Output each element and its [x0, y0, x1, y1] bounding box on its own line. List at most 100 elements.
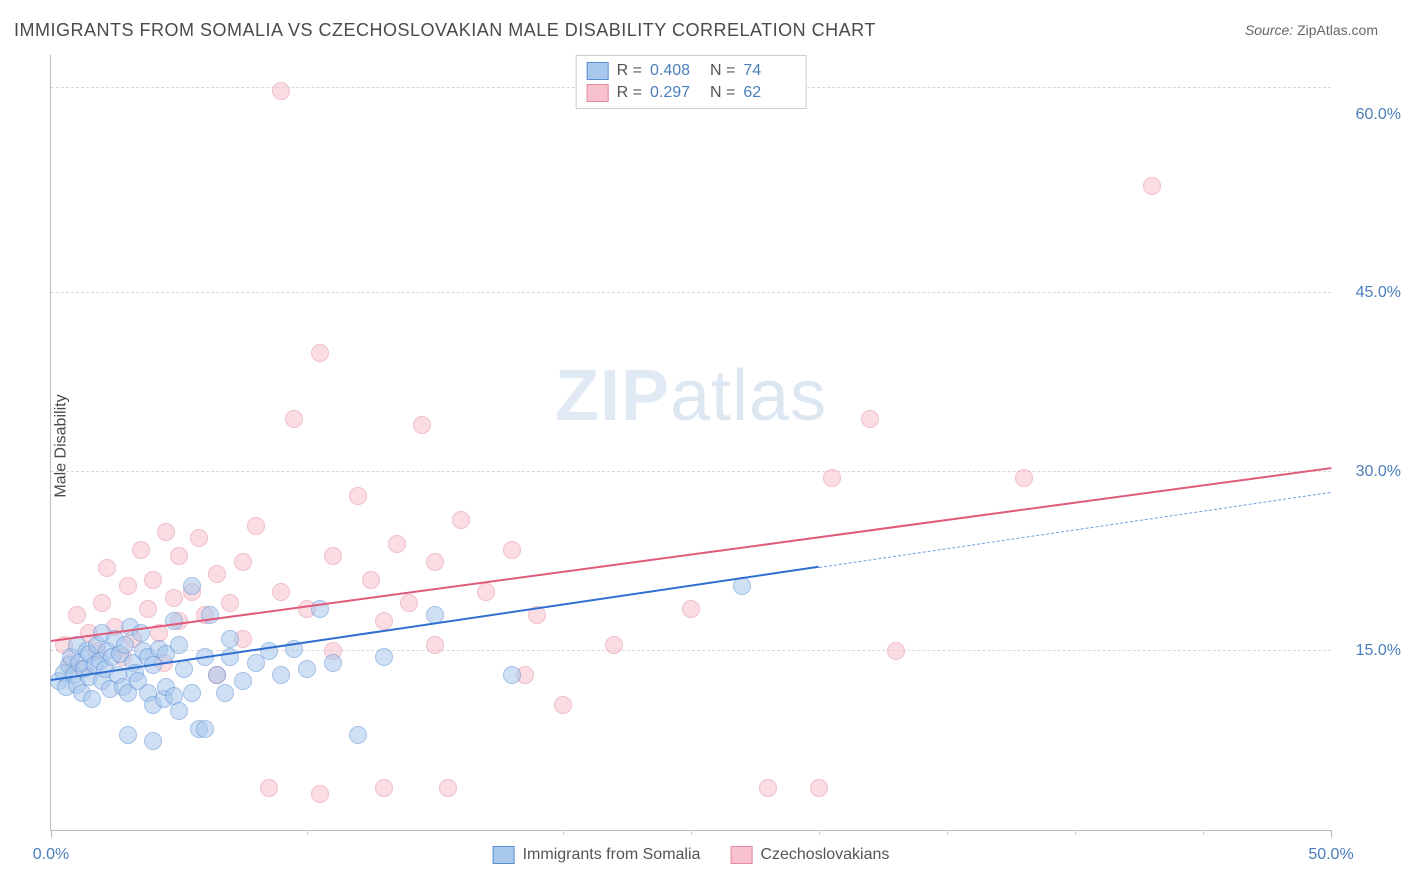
- scatter-point: [554, 696, 572, 714]
- scatter-point: [324, 654, 342, 672]
- scatter-point: [452, 511, 470, 529]
- x-tick-minor: [1203, 830, 1204, 835]
- scatter-point: [349, 487, 367, 505]
- gridline: [51, 471, 1331, 472]
- legend-item: Czechoslovakians: [730, 846, 889, 864]
- x-tick-minor: [1075, 830, 1076, 835]
- scatter-point: [119, 577, 137, 595]
- scatter-point: [139, 600, 157, 618]
- x-tick-label: 50.0%: [1308, 846, 1353, 864]
- scatter-point: [116, 636, 134, 654]
- scatter-point: [375, 612, 393, 630]
- scatter-point: [260, 779, 278, 797]
- scatter-point: [375, 648, 393, 666]
- scatter-point: [132, 541, 150, 559]
- source-value: ZipAtlas.com: [1297, 22, 1378, 38]
- scatter-point: [503, 666, 521, 684]
- source-label: Source:: [1245, 22, 1293, 38]
- scatter-point: [1015, 469, 1033, 487]
- scatter-point: [1143, 177, 1161, 195]
- scatter-point: [208, 666, 226, 684]
- n-label: N =: [710, 62, 735, 80]
- scatter-point: [861, 410, 879, 428]
- n-value: 74: [743, 62, 795, 80]
- scatter-point: [272, 82, 290, 100]
- scatter-point: [190, 529, 208, 547]
- scatter-point: [285, 410, 303, 428]
- scatter-plot: ZIPatlas R = 0.408 N = 74 R = 0.297 N = …: [50, 55, 1331, 831]
- scatter-point: [298, 660, 316, 678]
- legend-swatch: [493, 846, 515, 864]
- legend-swatch: [587, 84, 609, 102]
- scatter-point: [426, 553, 444, 571]
- scatter-point: [216, 684, 234, 702]
- scatter-point: [823, 469, 841, 487]
- legend-item: Immigrants from Somalia: [493, 846, 701, 864]
- scatter-point: [93, 594, 111, 612]
- y-tick-label: 30.0%: [1341, 463, 1401, 481]
- r-value: 0.408: [650, 62, 702, 80]
- scatter-point: [208, 565, 226, 583]
- x-tick-minor: [563, 830, 564, 835]
- x-tick-label: 0.0%: [33, 846, 69, 864]
- n-label: N =: [710, 84, 735, 102]
- chart-title: IMMIGRANTS FROM SOMALIA VS CZECHOSLOVAKI…: [14, 20, 876, 41]
- scatter-point: [810, 779, 828, 797]
- scatter-point: [605, 636, 623, 654]
- gridline: [51, 292, 1331, 293]
- legend-row-series2: R = 0.297 N = 62: [587, 82, 796, 104]
- legend-label: Immigrants from Somalia: [523, 846, 701, 864]
- scatter-point: [234, 672, 252, 690]
- n-value: 62: [743, 84, 795, 102]
- scatter-point: [477, 583, 495, 601]
- scatter-point: [221, 630, 239, 648]
- scatter-point: [388, 535, 406, 553]
- scatter-point: [144, 571, 162, 589]
- y-tick-label: 15.0%: [1341, 642, 1401, 660]
- scatter-point: [400, 594, 418, 612]
- legend-swatch: [730, 846, 752, 864]
- scatter-point: [183, 577, 201, 595]
- scatter-point: [221, 594, 239, 612]
- scatter-point: [165, 612, 183, 630]
- scatter-point: [98, 559, 116, 577]
- scatter-point: [157, 523, 175, 541]
- scatter-point: [375, 779, 393, 797]
- scatter-point: [165, 589, 183, 607]
- r-label: R =: [617, 84, 642, 102]
- scatter-point: [413, 416, 431, 434]
- legend-label: Czechoslovakians: [760, 846, 889, 864]
- scatter-point: [887, 642, 905, 660]
- scatter-point: [682, 600, 700, 618]
- x-tick: [51, 830, 52, 838]
- correlation-legend: R = 0.408 N = 74 R = 0.297 N = 62: [576, 55, 807, 109]
- scatter-point: [201, 606, 219, 624]
- legend-swatch: [587, 62, 609, 80]
- y-tick-label: 45.0%: [1341, 284, 1401, 302]
- scatter-point: [144, 732, 162, 750]
- scatter-point: [196, 720, 214, 738]
- y-tick-label: 60.0%: [1341, 106, 1401, 124]
- watermark: ZIPatlas: [555, 355, 827, 437]
- scatter-point: [170, 702, 188, 720]
- scatter-point: [170, 547, 188, 565]
- scatter-point: [119, 726, 137, 744]
- scatter-point: [362, 571, 380, 589]
- scatter-point: [439, 779, 457, 797]
- x-tick-minor: [819, 830, 820, 835]
- scatter-point: [83, 690, 101, 708]
- x-tick-minor: [307, 830, 308, 835]
- r-value: 0.297: [650, 84, 702, 102]
- scatter-point: [311, 344, 329, 362]
- scatter-point: [324, 547, 342, 565]
- scatter-point: [183, 684, 201, 702]
- r-label: R =: [617, 62, 642, 80]
- source-attribution: Source: ZipAtlas.com: [1245, 22, 1378, 38]
- x-tick-minor: [691, 830, 692, 835]
- x-tick: [1331, 830, 1332, 838]
- scatter-point: [272, 666, 290, 684]
- scatter-point: [426, 636, 444, 654]
- scatter-point: [175, 660, 193, 678]
- scatter-point: [311, 785, 329, 803]
- series-legend: Immigrants from Somalia Czechoslovakians: [483, 846, 900, 864]
